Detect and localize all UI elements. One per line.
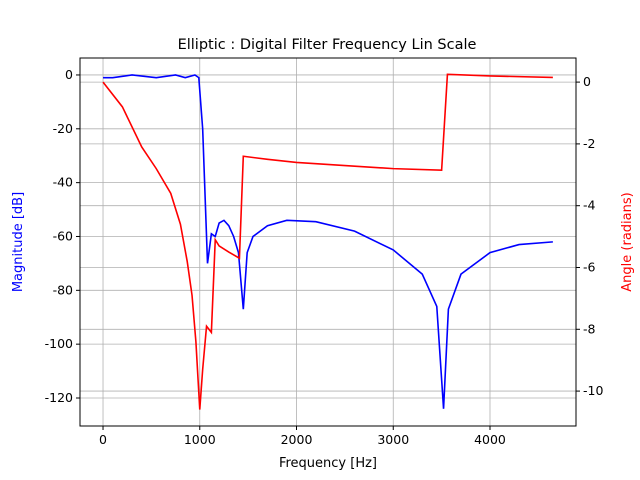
y2-axis-label: Angle (radians) — [620, 192, 635, 291]
y2-tick-label: -8 — [583, 321, 596, 336]
x-tick-label: 2000 — [281, 432, 313, 447]
y-tick-label: 0 — [65, 67, 73, 82]
x-tick-label: 3000 — [377, 432, 409, 447]
x-tick-label: 1000 — [184, 432, 216, 447]
y-tick-label: -100 — [45, 336, 73, 351]
y-axis-label: Magnitude [dB] — [11, 192, 26, 292]
y-tick-label: -40 — [53, 175, 73, 190]
y2-tick-label: -10 — [583, 383, 603, 398]
y-tick-label: -20 — [53, 121, 73, 136]
y2-tick-label: -6 — [583, 259, 596, 274]
line — [103, 74, 553, 409]
y-tick-label: -120 — [45, 390, 73, 405]
chart-title: Elliptic : Digital Filter Frequency Lin … — [178, 37, 477, 53]
y2-tick-label: 0 — [583, 74, 591, 89]
y2-tick-label: -4 — [583, 198, 596, 213]
line — [102, 73, 553, 410]
y-tick-label: -60 — [53, 228, 73, 243]
x-tick-label: 0 — [99, 432, 107, 447]
x-axis-label: Frequency [Hz] — [279, 456, 377, 471]
y-tick-label: -80 — [53, 282, 73, 297]
plot-frame — [79, 57, 577, 427]
x-tick-label: 4000 — [474, 432, 506, 447]
y2-tick-label: -2 — [583, 136, 595, 151]
